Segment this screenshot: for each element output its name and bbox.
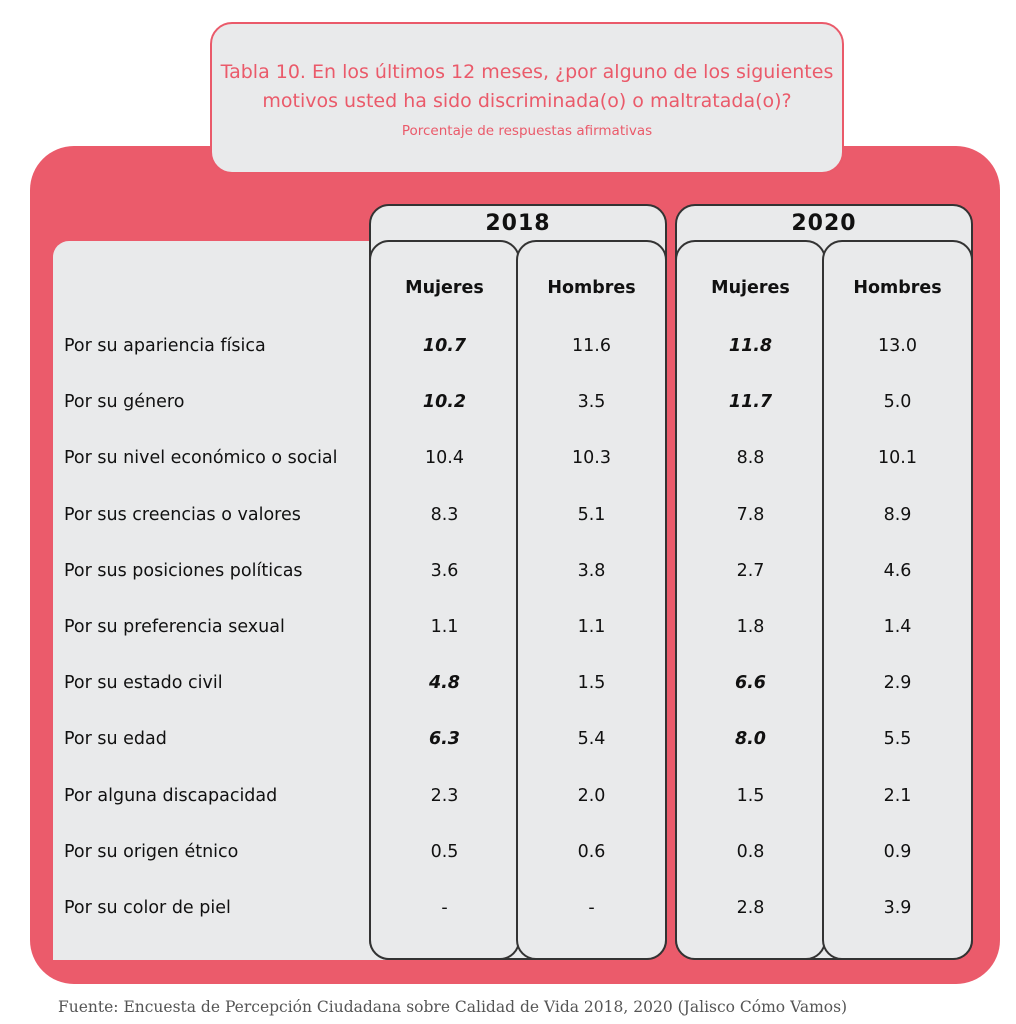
table-cell: - [588,898,595,918]
row-label: Por su nivel económico o social [64,448,338,468]
table-cell: 5.4 [577,729,606,749]
table-cell: 5.0 [883,392,912,412]
row-label: Por su origen étnico [64,842,239,862]
row-label: Por su estado civil [64,673,223,693]
table-cell: 2.0 [577,786,606,806]
table-cell: 10.1 [878,448,917,468]
row-label: Por sus creencias o valores [64,505,301,525]
table-cell: 11.8 [728,336,773,356]
row-label: Por su género [64,392,185,412]
title-box: Tabla 10. En los últimos 12 meses, ¿por … [210,22,844,174]
table-cell: 8.9 [883,505,912,525]
table-cell: 2.1 [883,786,912,806]
column-header-2018-hombres: Hombres [547,278,636,298]
row-label: Por su preferencia sexual [64,617,285,637]
table-cell: - [441,898,448,918]
table-cell: 1.5 [736,786,765,806]
row-label: Por su color de piel [64,898,231,918]
table-cell: 0.5 [430,842,459,862]
table-cell: 1.8 [736,617,765,637]
table-title-line-1: Tabla 10. En los últimos 12 meses, ¿por … [220,61,834,83]
year-label-2020: 2020 [791,211,857,236]
table-cell: 0.8 [736,842,765,862]
table-cell: 8.3 [430,505,459,525]
column-2018-hombres [516,240,667,960]
table-cell: 4.8 [428,673,460,693]
table-cell: 11.7 [728,392,773,412]
table-cell: 1.1 [577,617,606,637]
table-cell: 2.3 [430,786,459,806]
table-cell: 10.3 [572,448,611,468]
row-label: Por sus posiciones políticas [64,561,303,581]
table-cell: 1.5 [577,673,606,693]
table-cell: 5.1 [577,505,606,525]
table-cell: 4.6 [883,561,912,581]
column-header-2018-mujeres: Mujeres [405,278,484,298]
column-2020-mujeres [675,240,826,960]
table-cell: 10.7 [422,336,467,356]
table-cell: 0.9 [883,842,912,862]
table-cell: 3.9 [883,898,912,918]
table-cell: 1.1 [430,617,459,637]
table-cell: 5.5 [883,729,912,749]
row-label-panel [53,241,413,960]
table-cell: 10.4 [425,448,464,468]
table-cell: 8.0 [734,729,766,749]
table-cell: 3.6 [430,561,459,581]
column-header-2020-mujeres: Mujeres [711,278,790,298]
column-2020-hombres [822,240,973,960]
table-subtitle: Porcentaje de respuestas afirmativas [401,123,653,139]
table-cell: 1.4 [883,617,912,637]
table-cell: 6.3 [428,729,460,749]
table-cell: 11.6 [572,336,611,356]
row-label: Por su edad [64,729,167,749]
row-label: Por alguna discapacidad [64,786,278,806]
table-cell: 6.6 [734,673,766,693]
table-cell: 3.8 [577,561,606,581]
table-cell: 2.7 [736,561,765,581]
table-cell: 10.2 [422,392,467,412]
table-cell: 0.6 [577,842,606,862]
table-cell: 8.8 [736,448,765,468]
row-label: Por su apariencia física [64,336,266,356]
table-cell: 2.9 [883,673,912,693]
table-cell: 13.0 [878,336,917,356]
table-cell: 3.5 [577,392,606,412]
column-header-2020-hombres: Hombres [853,278,942,298]
table-cell: 2.8 [736,898,765,918]
year-label-2018: 2018 [485,211,551,236]
table-title-line-2: motivos usted ha sido discriminada(o) o … [262,90,792,112]
table-cell: 7.8 [736,505,765,525]
source-note: Fuente: Encuesta de Percepción Ciudadana… [58,998,848,1016]
